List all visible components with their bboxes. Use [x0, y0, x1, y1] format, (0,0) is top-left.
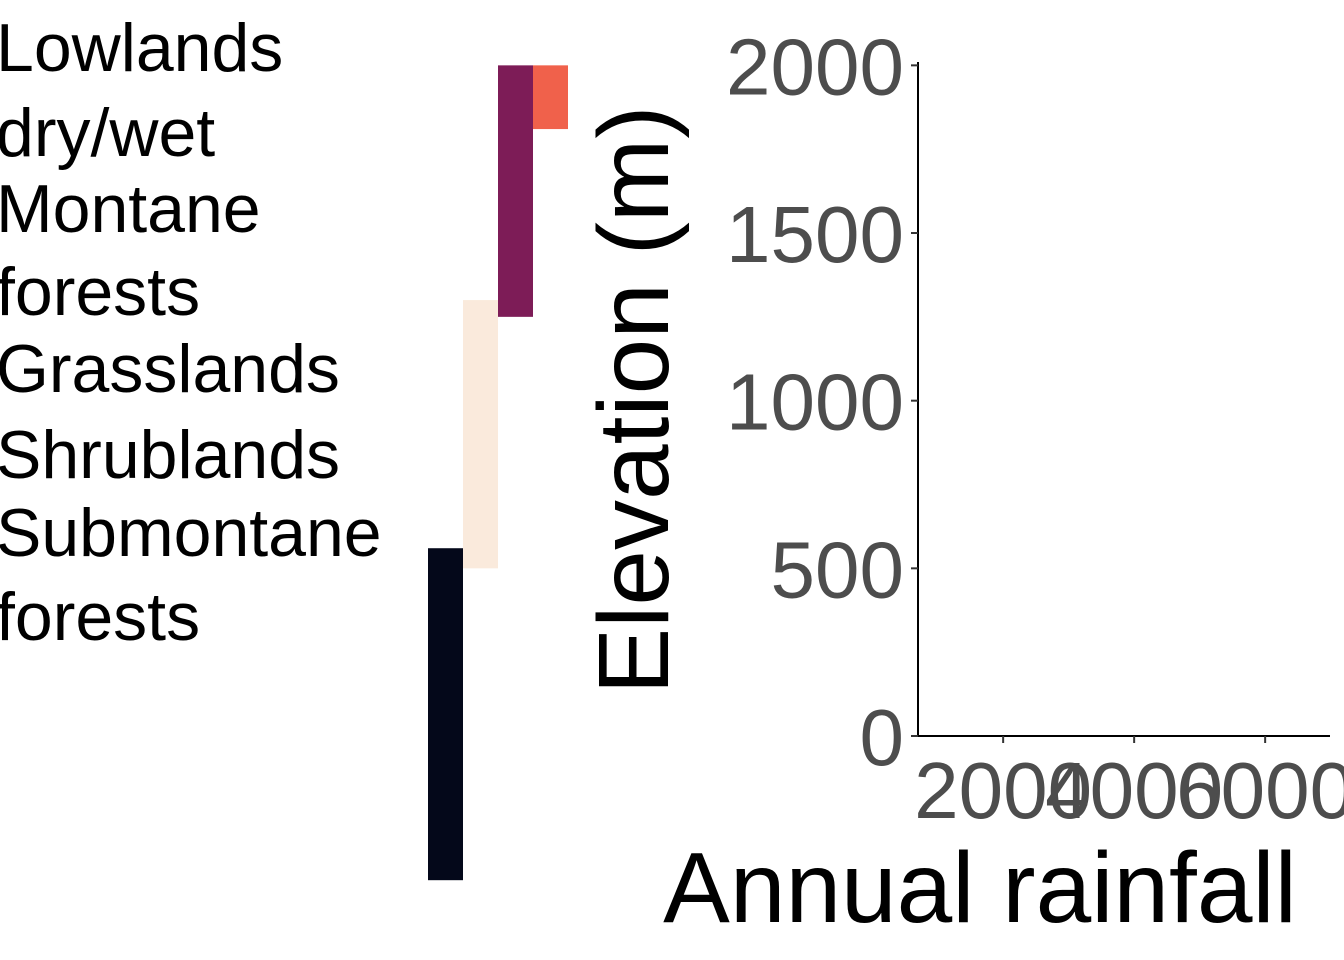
strip-grasslands-shrublands [463, 300, 498, 569]
x-tick-label: 4000 [1045, 746, 1223, 835]
legend-label-montane-line1: Montane [0, 171, 261, 247]
y-tick-label: 1000 [726, 358, 904, 447]
elevation-strips [428, 65, 568, 881]
legend: Lowlands dry/wet Montane forests Grassla… [0, 10, 382, 655]
y-tick-label: 2000 [726, 22, 904, 111]
legend-label-submontane-line1: Submontane [0, 495, 382, 571]
y-tick-label: 0 [860, 693, 905, 782]
y-ticks: 0 500 1000 1500 2000 [726, 22, 918, 782]
strip-montane-forests [498, 65, 533, 317]
strip-submontane-forests [428, 548, 463, 881]
legend-label-lowlands-line2: dry/wet [0, 95, 215, 171]
legend-label-grasslands-line1: Grasslands [0, 331, 340, 407]
x-tick-label: 2000 [914, 746, 1092, 835]
y-axis-title: Elevation (m) [578, 105, 690, 694]
y-tick-label: 500 [771, 525, 904, 614]
strip-lowlands-dry-wet [533, 65, 568, 130]
y-tick-label: 1500 [726, 190, 904, 279]
legend-label-grasslands-line2: Shrublands [0, 417, 340, 493]
axes [917, 62, 1330, 737]
x-tick-label: 6000 [1176, 746, 1344, 835]
legend-label-lowlands-line1: Lowlands [0, 10, 283, 86]
legend-label-submontane-line2: forests [0, 579, 200, 655]
legend-label-montane-line2: forests [0, 254, 200, 330]
x-axis-title: Annual rainfall [663, 832, 1297, 944]
